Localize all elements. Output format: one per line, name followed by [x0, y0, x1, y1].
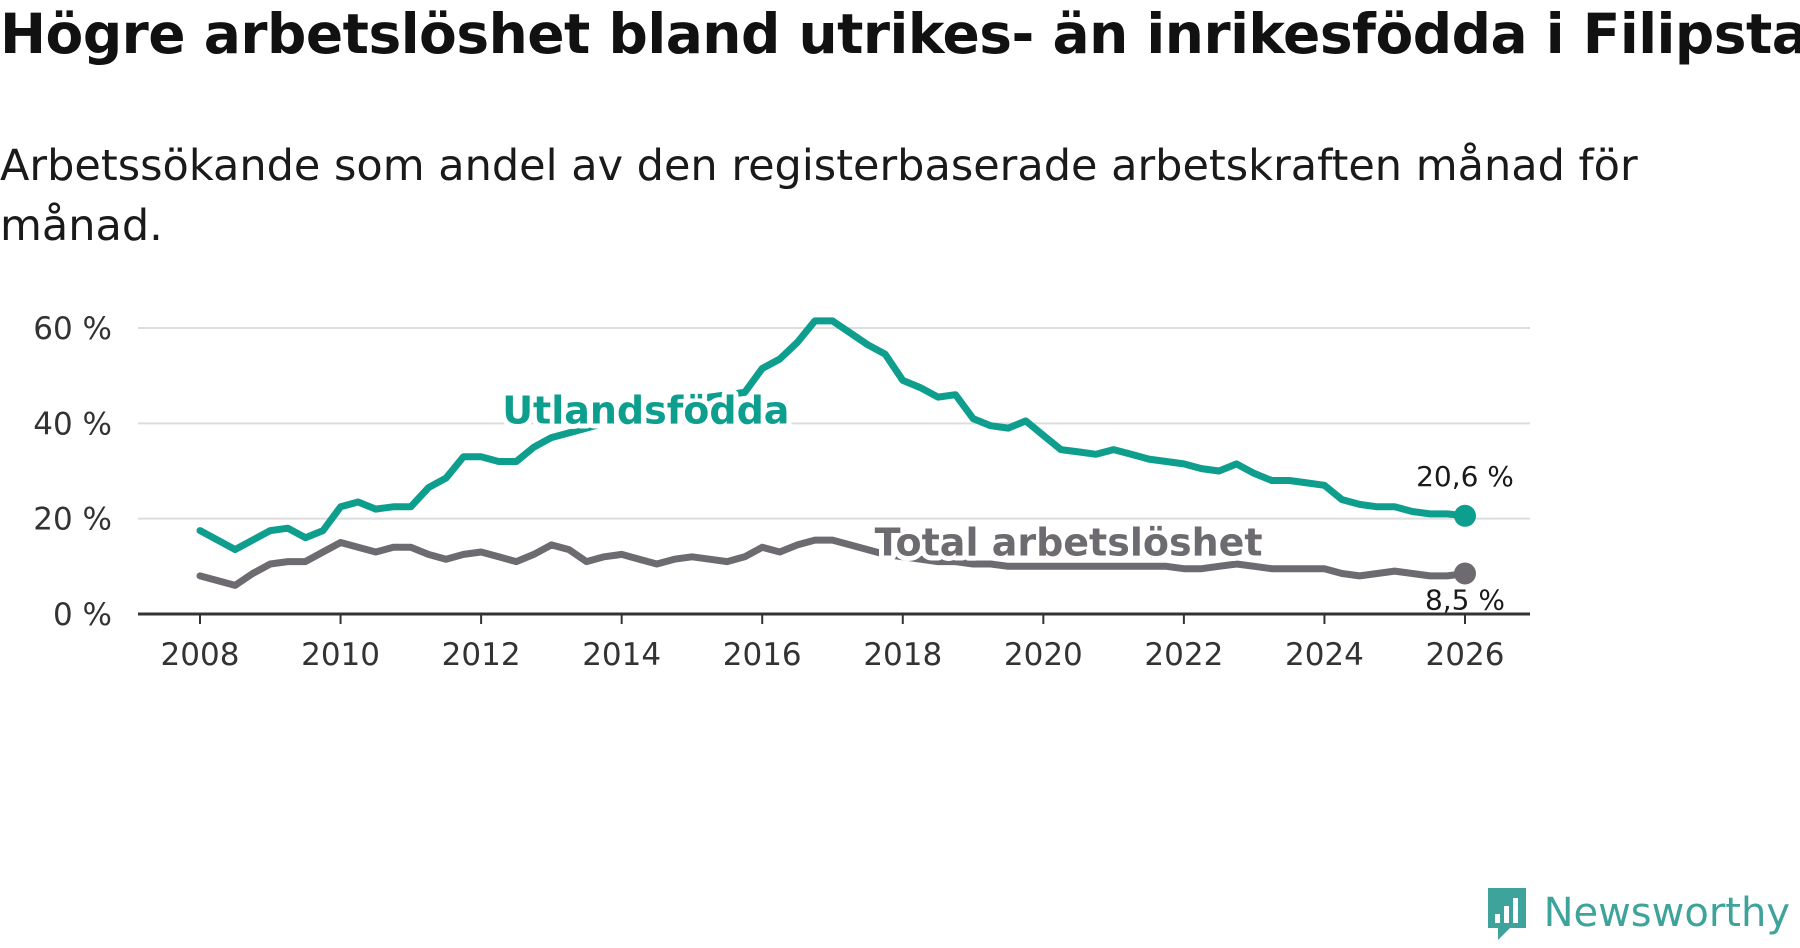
endpoint-marker-utlandsfodda	[1454, 504, 1476, 527]
series-layer	[196, 317, 1476, 589]
end-value-label-utlandsfodda: 20,6 %	[1416, 460, 1514, 493]
chart-title: Högre arbetslöshet bland utrikes- än inr…	[0, 2, 1800, 66]
x-tick-label: 2008	[161, 637, 240, 673]
x-tick-label: 2020	[1004, 637, 1083, 673]
labels-layer: 20,6 % 8,5 % Utlandsfödda Total arbetslöshe…	[497, 383, 1514, 616]
x-tick-label: 2022	[1144, 637, 1223, 673]
y-tick-label: 20 %	[33, 502, 112, 538]
series-name-label-total: Total arbetslöshet	[875, 520, 1263, 564]
x-tick-label: 2018	[863, 637, 942, 673]
y-axis: 0 % 20 % 40 % 60 %	[33, 311, 112, 633]
endpoint-marker-total	[1454, 562, 1476, 585]
series-line-total	[196, 536, 1469, 589]
end-value-label-total: 8,5 %	[1425, 583, 1505, 616]
series-line-utlandsfodda	[196, 317, 1469, 554]
series-name-label-utlandsfodda: Utlandsfödda	[502, 388, 789, 432]
x-tick-label: 2026	[1426, 637, 1505, 673]
x-tick-label: 2016	[723, 637, 802, 673]
grid-lines	[138, 327, 1530, 520]
brand-name: Newsworthy	[1543, 890, 1790, 936]
x-tick-label: 2024	[1285, 637, 1364, 673]
brand-logo: Newsworthy	[1484, 884, 1790, 942]
newsworthy-logo-icon	[1487, 888, 1526, 940]
x-axis: 2008 2010 2012 2014 2016 2018 2020 2022 2024 2026	[138, 612, 1530, 673]
x-tick-label: 2014	[582, 637, 661, 673]
y-tick-label: 0 %	[53, 597, 112, 633]
x-tick-label: 2010	[301, 637, 380, 673]
y-tick-label: 40 %	[33, 406, 112, 442]
x-tick-label: 2012	[442, 637, 521, 673]
chart-subtitle: Arbetssökande som andel av den registerb…	[0, 141, 1638, 251]
y-tick-label: 60 %	[33, 311, 112, 347]
